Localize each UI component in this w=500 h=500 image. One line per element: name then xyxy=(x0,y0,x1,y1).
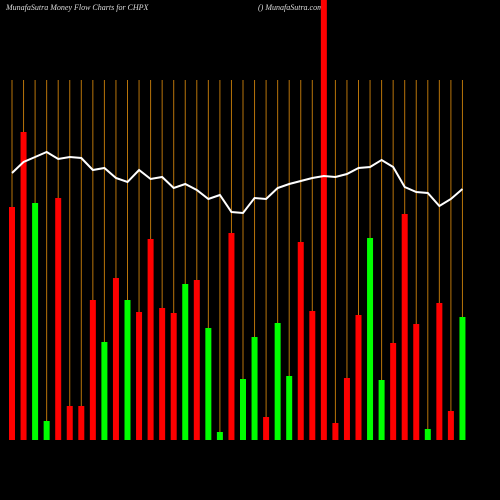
bar xyxy=(55,198,62,440)
bar xyxy=(251,337,258,440)
bar xyxy=(378,380,385,440)
bar xyxy=(32,203,39,440)
bar xyxy=(9,207,15,440)
bar xyxy=(320,0,327,440)
bar xyxy=(436,303,443,440)
bar xyxy=(274,323,281,440)
bar xyxy=(205,328,212,440)
bar xyxy=(240,379,246,440)
bar xyxy=(297,242,304,440)
bar xyxy=(159,308,166,440)
bar xyxy=(424,429,431,440)
bar xyxy=(355,315,362,440)
bar xyxy=(101,342,108,440)
bar xyxy=(182,284,189,440)
bar xyxy=(367,238,374,440)
bar xyxy=(66,406,73,440)
bar xyxy=(89,300,96,440)
bar xyxy=(390,343,397,440)
bar xyxy=(343,378,350,440)
bar xyxy=(193,280,200,440)
bar xyxy=(413,324,420,440)
bar xyxy=(447,411,454,440)
bar xyxy=(216,432,223,440)
bar xyxy=(286,376,293,440)
bar xyxy=(228,233,235,440)
bar xyxy=(459,317,466,440)
bar xyxy=(20,132,27,440)
bar xyxy=(78,406,85,440)
bar xyxy=(43,421,50,440)
bar xyxy=(147,239,154,440)
bar xyxy=(112,278,119,440)
bar xyxy=(309,311,316,440)
bar xyxy=(332,423,339,440)
chart-subtitle: () MunafaSutra.com xyxy=(258,3,323,12)
bar xyxy=(263,417,270,440)
bar xyxy=(401,214,408,440)
bar xyxy=(170,313,177,440)
bar xyxy=(136,312,143,440)
bar xyxy=(124,300,131,440)
chart-title: MunafaSutra Money Flow Charts for CHPX xyxy=(5,3,150,12)
money-flow-line xyxy=(11,150,464,215)
